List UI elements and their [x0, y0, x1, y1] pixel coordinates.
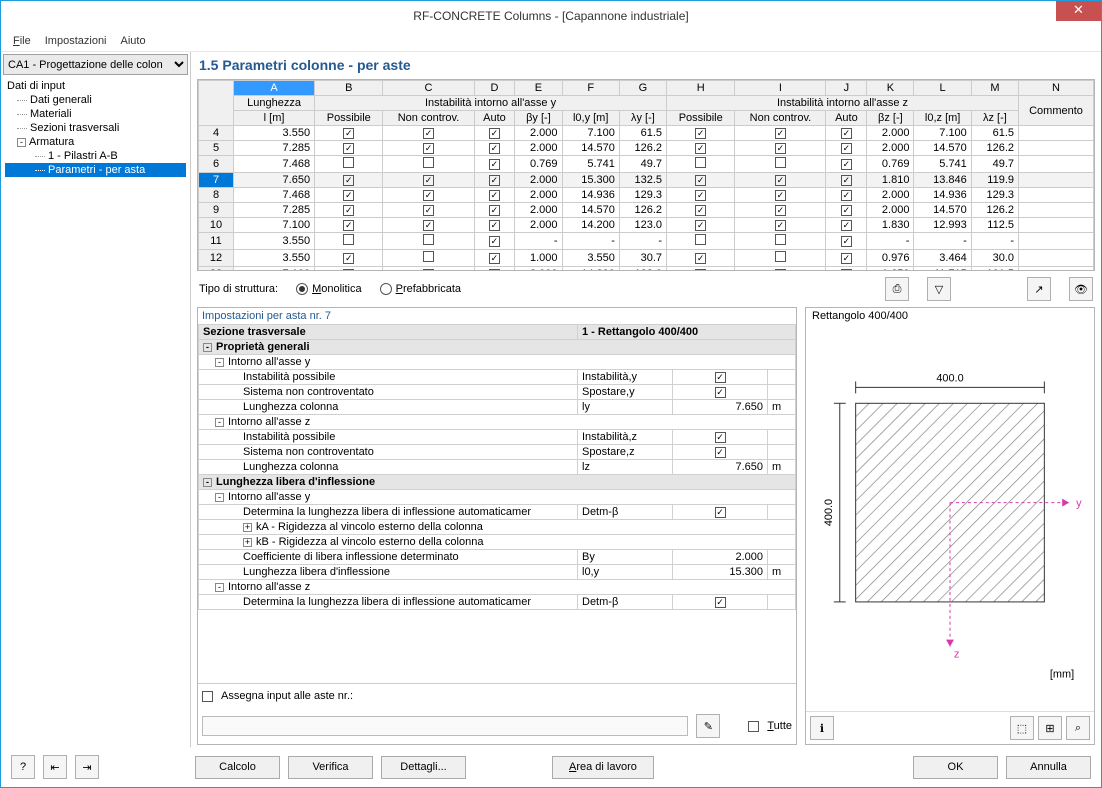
table-row[interactable]: 57.285 ✓✓✓ 2.00014.570126.2 ✓✓✓ 2.00014.…	[199, 141, 1094, 156]
tool-icon-3[interactable]: ⌕	[1066, 716, 1090, 740]
table-row[interactable]: 87.468 ✓✓✓ 2.00014.936129.3 ✓✓✓ 2.00014.…	[199, 188, 1094, 203]
vis-title: Rettangolo 400/400	[806, 308, 1094, 324]
table-row[interactable]: 107.100 ✓✓✓ 2.00014.200123.0 ✓✓✓ 1.83012…	[199, 218, 1094, 233]
tool-icon-1[interactable]: ⬚	[1010, 716, 1034, 740]
parameters-grid[interactable]: A BCD EFG HIJ KLM N Lunghezza Instabilit…	[197, 79, 1095, 271]
tool-icon-2[interactable]: ⊞	[1038, 716, 1062, 740]
sidebar: CA1 - Progettazione delle colon Dati di …	[1, 52, 191, 747]
tree-item[interactable]: Materiali	[5, 107, 186, 121]
content-heading: 1.5 Parametri colonne - per aste	[197, 54, 1095, 79]
section-canvas: 400.0 400.0 y z [mm]	[806, 324, 1094, 711]
props-table[interactable]: Sezione trasversale1 - Rettangolo 400/40…	[198, 324, 796, 610]
cross-section-panel: Rettangolo 400/400 400.0 400.0 y	[805, 307, 1095, 745]
table-row[interactable]: 97.285 ✓✓✓ 2.00014.570126.2 ✓✓✓ 2.00014.…	[199, 203, 1094, 218]
table-row[interactable]: 67.468 ✓ 0.7695.74149.7 ✓ 0.7695.74149.7	[199, 156, 1094, 173]
svg-text:z: z	[954, 649, 959, 661]
close-button[interactable]: ✕	[1056, 1, 1101, 21]
verify-button[interactable]: Verifica	[288, 756, 373, 779]
dim-width: 400.0	[936, 372, 963, 384]
assign-row: Assegna input alle aste nr.:	[198, 683, 796, 708]
details-button[interactable]: Dettagli...	[381, 756, 466, 779]
pick-icon[interactable]: ↗	[1027, 277, 1051, 301]
filter-icon[interactable]: ▽	[927, 277, 951, 301]
calc-button[interactable]: Calcolo	[195, 756, 280, 779]
import-icon[interactable]: ⇤	[43, 755, 67, 779]
cancel-button[interactable]: Annulla	[1006, 756, 1091, 779]
window-title: RF-CONCRETE Columns - [Capannone industr…	[413, 9, 688, 23]
svg-text:y: y	[1076, 498, 1082, 510]
table-row[interactable]: 123.550 ✓✓ 1.0003.55030.7 ✓✓ 0.9763.4643…	[199, 250, 1094, 267]
view-icon[interactable]: 👁	[1069, 277, 1093, 301]
help-icon[interactable]: ?	[11, 755, 35, 779]
table-row[interactable]: 77.650 ✓✓✓ 2.00015.300132.5 ✓✓✓ 1.81013.…	[199, 173, 1094, 188]
assign-checkbox[interactable]	[202, 691, 213, 702]
svg-text:[mm]: [mm]	[1050, 668, 1074, 680]
menu-file[interactable]: File	[13, 35, 31, 47]
info-icon[interactable]: ℹ	[810, 716, 834, 740]
menu-settings[interactable]: Impostazioni	[45, 35, 107, 47]
tutte-checkbox[interactable]	[748, 721, 759, 732]
button-bar: ? ⇤ ⇥ Calcolo Verifica Dettagli... Area …	[11, 755, 1091, 779]
dim-height: 400.0	[823, 499, 835, 526]
tree-root[interactable]: Dati di input	[5, 79, 186, 93]
tree-item[interactable]: 1 - Pilastri A-B	[5, 149, 186, 163]
table-row[interactable]: 227.100 ✓✓✓ 2.00014.200123.0 ✓✓✓ 1.65011…	[199, 267, 1094, 272]
tree-item[interactable]: Dati generali	[5, 93, 186, 107]
assign-input[interactable]	[202, 716, 688, 736]
content-area: 1.5 Parametri colonne - per aste A BCD E…	[191, 52, 1101, 747]
icon-button-1[interactable]: ⎙	[885, 277, 909, 301]
props-header: Impostazioni per asta nr. 7	[198, 308, 796, 324]
tree-item-armatura[interactable]: -Armatura	[5, 135, 186, 149]
case-dropdown[interactable]: CA1 - Progettazione delle colon	[3, 54, 188, 75]
properties-panel: Impostazioni per asta nr. 7 Sezione tras…	[197, 307, 797, 745]
ok-button[interactable]: OK	[913, 756, 998, 779]
menubar: File Impostazioni Aiuto	[1, 31, 1101, 52]
table-row[interactable]: 113.550 ✓ --- ✓ ---	[199, 233, 1094, 250]
export-icon[interactable]: ⇥	[75, 755, 99, 779]
pick-members-icon[interactable]: ✎	[696, 714, 720, 738]
tree-item[interactable]: Sezioni trasversali	[5, 121, 186, 135]
titlebar: RF-CONCRETE Columns - [Capannone industr…	[1, 1, 1101, 31]
tree-item-selected[interactable]: Parametri - per asta	[5, 163, 186, 177]
menu-help[interactable]: Aiuto	[121, 35, 146, 47]
workspace-button[interactable]: Area di lavoro	[552, 756, 654, 779]
radio-prefabbricata[interactable]: Prefabbricata	[380, 283, 461, 295]
structure-label: Tipo di struttura:	[199, 283, 278, 295]
radio-monolitica[interactable]: Monolitica	[296, 283, 362, 295]
table-row[interactable]: 43.550 ✓✓✓ 2.0007.10061.5 ✓✓✓ 2.0007.100…	[199, 126, 1094, 141]
nav-tree: Dati di input Dati generali Materiali Se…	[3, 75, 188, 181]
structure-type-row: Tipo di struttura: Monolitica Prefabbric…	[197, 271, 1095, 307]
